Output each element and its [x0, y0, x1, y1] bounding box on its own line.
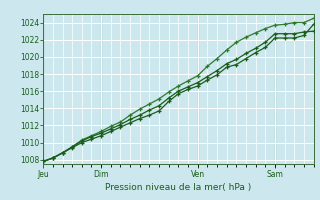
X-axis label: Pression niveau de la mer( hPa ): Pression niveau de la mer( hPa ) — [105, 183, 252, 192]
